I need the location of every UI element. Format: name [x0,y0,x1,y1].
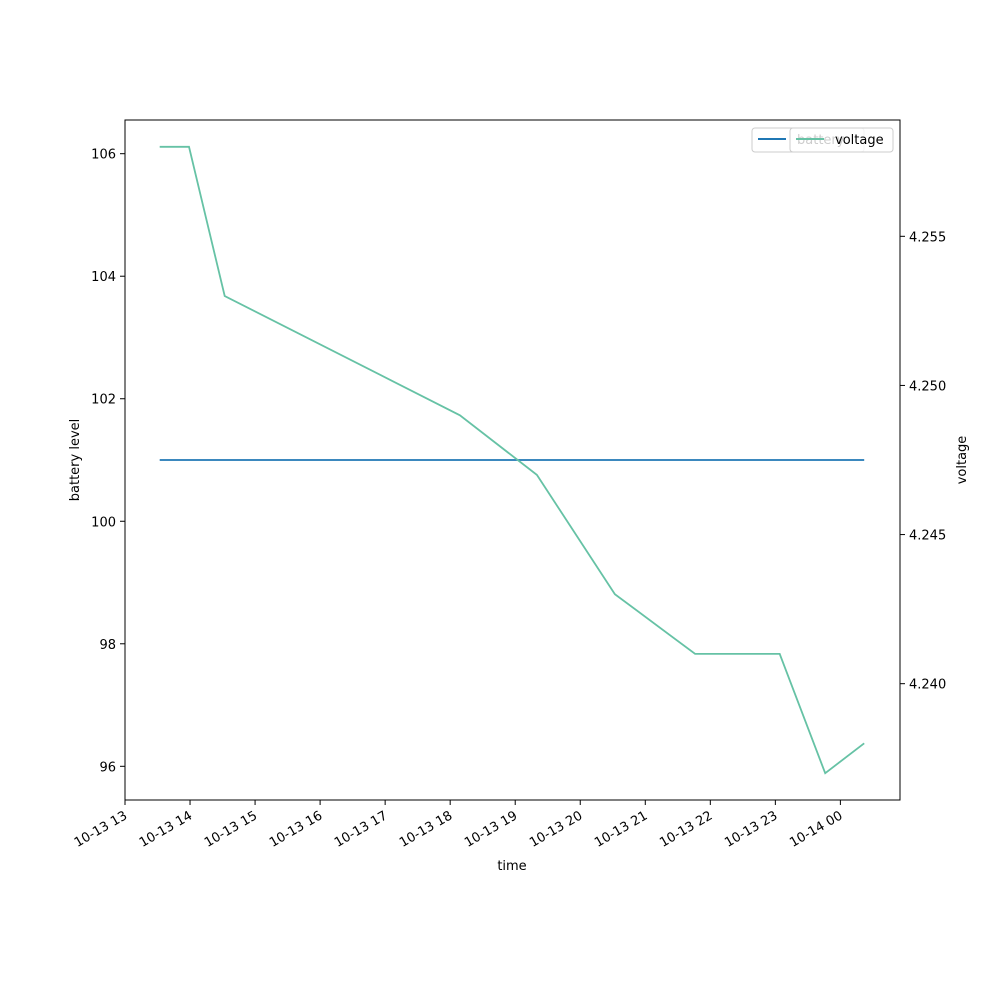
plot-area [159,145,865,775]
plot-frame [124,119,901,801]
y-left-tick-label: 106 [91,148,116,163]
y-right-tick-label: 4.250 [909,379,946,394]
y-axis-left: 96 98 100 102 104 106 [91,148,125,775]
legend-voltage-frame [789,127,894,153]
y-left-tick-label: 102 [91,393,116,408]
y-left-tick-label: 98 [99,638,116,653]
legend-voltage-label: voltage [835,133,884,148]
y-right-tick-label: 4.240 [909,678,946,693]
legend-voltage: voltage [789,127,894,153]
y-left-tick-label: 104 [91,270,116,285]
y-left-tick-label: 100 [91,515,116,530]
y-right-tick-label: 4.245 [909,529,946,544]
series-voltage-line [159,145,865,775]
y-axis-right: 4.240 4.245 4.250 4.255 [900,230,946,693]
y-axis-left-label: battery level [68,419,83,502]
y-left-tick-label: 96 [99,760,116,775]
y-right-tick-label: 4.255 [909,230,946,245]
y-axis-right-label: voltage [955,436,970,485]
x-axis-label: time [497,859,526,874]
